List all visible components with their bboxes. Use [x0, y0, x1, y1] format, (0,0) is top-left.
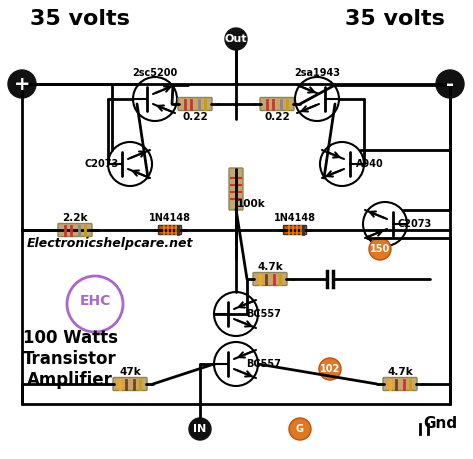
- Text: 4.7k: 4.7k: [387, 367, 413, 377]
- Circle shape: [295, 77, 339, 121]
- Circle shape: [363, 202, 407, 246]
- Circle shape: [369, 238, 391, 260]
- Text: Out: Out: [225, 34, 247, 44]
- FancyBboxPatch shape: [113, 377, 147, 391]
- FancyBboxPatch shape: [383, 377, 417, 391]
- Text: 102: 102: [320, 364, 340, 374]
- Text: BC557: BC557: [246, 359, 281, 369]
- Text: 47k: 47k: [119, 367, 141, 377]
- Text: 0.22: 0.22: [264, 112, 290, 122]
- Text: C2073: C2073: [85, 159, 119, 169]
- Text: 4.7k: 4.7k: [257, 262, 283, 272]
- Text: BC557: BC557: [246, 309, 281, 319]
- Text: 2.2k: 2.2k: [62, 213, 88, 223]
- Text: A940: A940: [356, 159, 384, 169]
- Text: IN: IN: [193, 424, 207, 434]
- Circle shape: [214, 292, 258, 336]
- Circle shape: [189, 418, 211, 440]
- Text: 100k: 100k: [236, 199, 265, 209]
- Circle shape: [319, 358, 341, 380]
- Text: G: G: [296, 424, 304, 434]
- Text: 35 volts: 35 volts: [30, 9, 130, 29]
- Circle shape: [436, 70, 464, 98]
- Circle shape: [214, 342, 258, 386]
- Text: Electronicshelpcare.net: Electronicshelpcare.net: [27, 237, 193, 251]
- Text: 35 volts: 35 volts: [345, 9, 445, 29]
- Text: Gnd: Gnd: [423, 416, 457, 431]
- Circle shape: [8, 70, 36, 98]
- Text: 100 Watts
Transistor
Amplifier: 100 Watts Transistor Amplifier: [23, 329, 117, 389]
- Text: C2073: C2073: [398, 219, 432, 229]
- Circle shape: [320, 142, 364, 186]
- FancyBboxPatch shape: [158, 225, 182, 235]
- Text: 2sa1943: 2sa1943: [294, 68, 340, 78]
- Text: 150: 150: [370, 244, 390, 254]
- Circle shape: [108, 142, 152, 186]
- FancyBboxPatch shape: [260, 97, 294, 111]
- Text: 2sc5200: 2sc5200: [132, 68, 178, 78]
- Text: EHC: EHC: [79, 294, 111, 308]
- Text: 1N4148: 1N4148: [149, 213, 191, 223]
- FancyBboxPatch shape: [58, 224, 92, 236]
- FancyBboxPatch shape: [253, 273, 287, 285]
- Circle shape: [225, 28, 247, 50]
- Circle shape: [289, 418, 311, 440]
- Text: 1N4148: 1N4148: [274, 213, 316, 223]
- Text: +: +: [14, 74, 30, 94]
- Text: -: -: [446, 74, 454, 94]
- Circle shape: [133, 77, 177, 121]
- FancyBboxPatch shape: [178, 97, 212, 111]
- FancyBboxPatch shape: [283, 225, 307, 235]
- Text: 0.22: 0.22: [182, 112, 208, 122]
- FancyBboxPatch shape: [229, 168, 243, 210]
